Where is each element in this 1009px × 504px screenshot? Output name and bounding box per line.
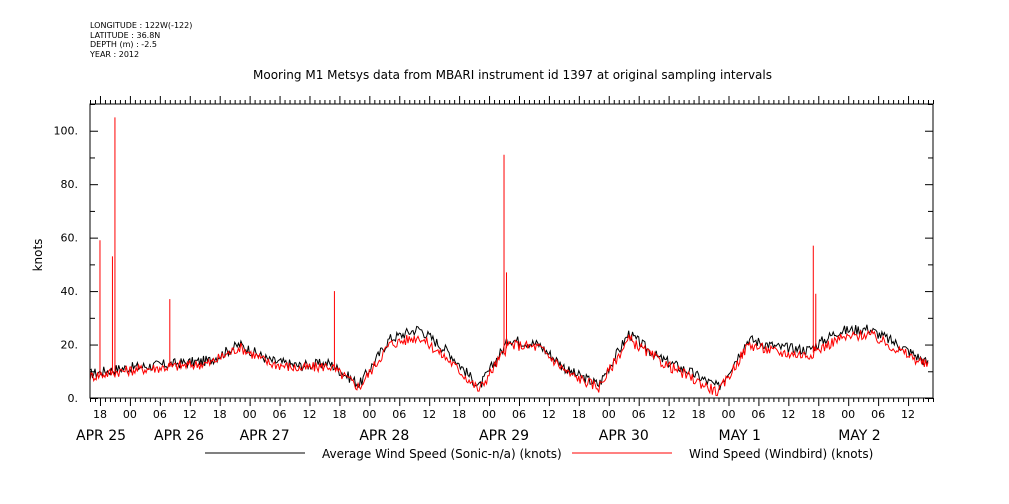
x-date-label: APR 30 xyxy=(599,428,649,444)
x-tick-label: 12 xyxy=(302,408,316,421)
x-tick-label: 00 xyxy=(721,408,735,421)
y-axis-title: knots xyxy=(31,239,45,272)
depth-text: DEPTH (m) : -2.5 xyxy=(90,40,157,49)
x-tick-label: 06 xyxy=(871,408,885,421)
x-date-label: APR 28 xyxy=(359,428,409,444)
legend-label-windbird: Wind Speed (Windbird) (knots) xyxy=(689,447,873,461)
x-date-label: APR 25 xyxy=(76,428,126,444)
x-tick-label: 00 xyxy=(482,408,496,421)
longitude-text: LONGITUDE : 122W(-122) xyxy=(90,21,193,30)
x-tick-label: 18 xyxy=(572,408,586,421)
x-date-label: MAY 1 xyxy=(718,428,760,444)
legend-label-average: Average Wind Speed (Sonic-n/a) (knots) xyxy=(322,447,562,461)
x-date-label: APR 26 xyxy=(154,428,204,444)
x-date-label: APR 27 xyxy=(240,428,290,444)
plot-frame xyxy=(89,103,934,399)
year-text: YEAR : 2012 xyxy=(90,49,140,59)
x-tick-label: 12 xyxy=(422,408,436,421)
x-tick-label: 06 xyxy=(632,408,646,421)
x-tick-label: 06 xyxy=(512,408,526,421)
y-tick-label: 0. xyxy=(68,392,79,405)
y-tick-label: 100. xyxy=(54,125,79,138)
x-tick-label: 18 xyxy=(811,408,825,421)
x-tick-label: 00 xyxy=(841,408,855,421)
y-tick-label: 60. xyxy=(61,232,79,245)
x-tick-label: 12 xyxy=(781,408,795,421)
metadata-block: LONGITUDE : 122W(-122) LATITUDE : 36.8N … xyxy=(90,21,192,59)
x-date-label: APR 29 xyxy=(479,428,529,444)
x-tick-label: 00 xyxy=(123,408,137,421)
x-tick-label: 18 xyxy=(692,408,706,421)
chart-title: Mooring M1 Metsys data from MBARI instru… xyxy=(253,68,772,82)
x-tick-label: 12 xyxy=(901,408,915,421)
x-tick-label: 18 xyxy=(213,408,227,421)
legend: Average Wind Speed (Sonic-n/a) (knots) W… xyxy=(205,447,873,461)
x-tick-label: 06 xyxy=(153,408,167,421)
latitude-text: LATITUDE : 36.8N xyxy=(90,30,161,40)
x-tick-label: 06 xyxy=(273,408,287,421)
plot-area xyxy=(89,117,929,397)
axes: 18 00 06 12 18 00 06 12 18 00 06 12 18 00 06 12 18 00 06 12… xyxy=(54,96,934,444)
x-tick-label: 18 xyxy=(452,408,466,421)
x-tick-label: 06 xyxy=(751,408,765,421)
x-tick-label: 00 xyxy=(243,408,257,421)
x-tick-label: 18 xyxy=(93,408,107,421)
x-tick-label: 12 xyxy=(542,408,556,421)
x-tick-label: 18 xyxy=(332,408,346,421)
y-tick-label: 80. xyxy=(61,178,79,191)
x-date-label: MAY 2 xyxy=(838,428,880,444)
x-tick-label: 06 xyxy=(392,408,406,421)
x-tick-label: 00 xyxy=(362,408,376,421)
y-tick-label: 20. xyxy=(61,339,79,352)
series-line-windbird xyxy=(89,329,929,397)
x-tick-label: 12 xyxy=(183,408,197,421)
x-tick-label: 12 xyxy=(662,408,676,421)
y-tick-label: 40. xyxy=(61,285,79,298)
x-tick-label: 00 xyxy=(602,408,616,421)
